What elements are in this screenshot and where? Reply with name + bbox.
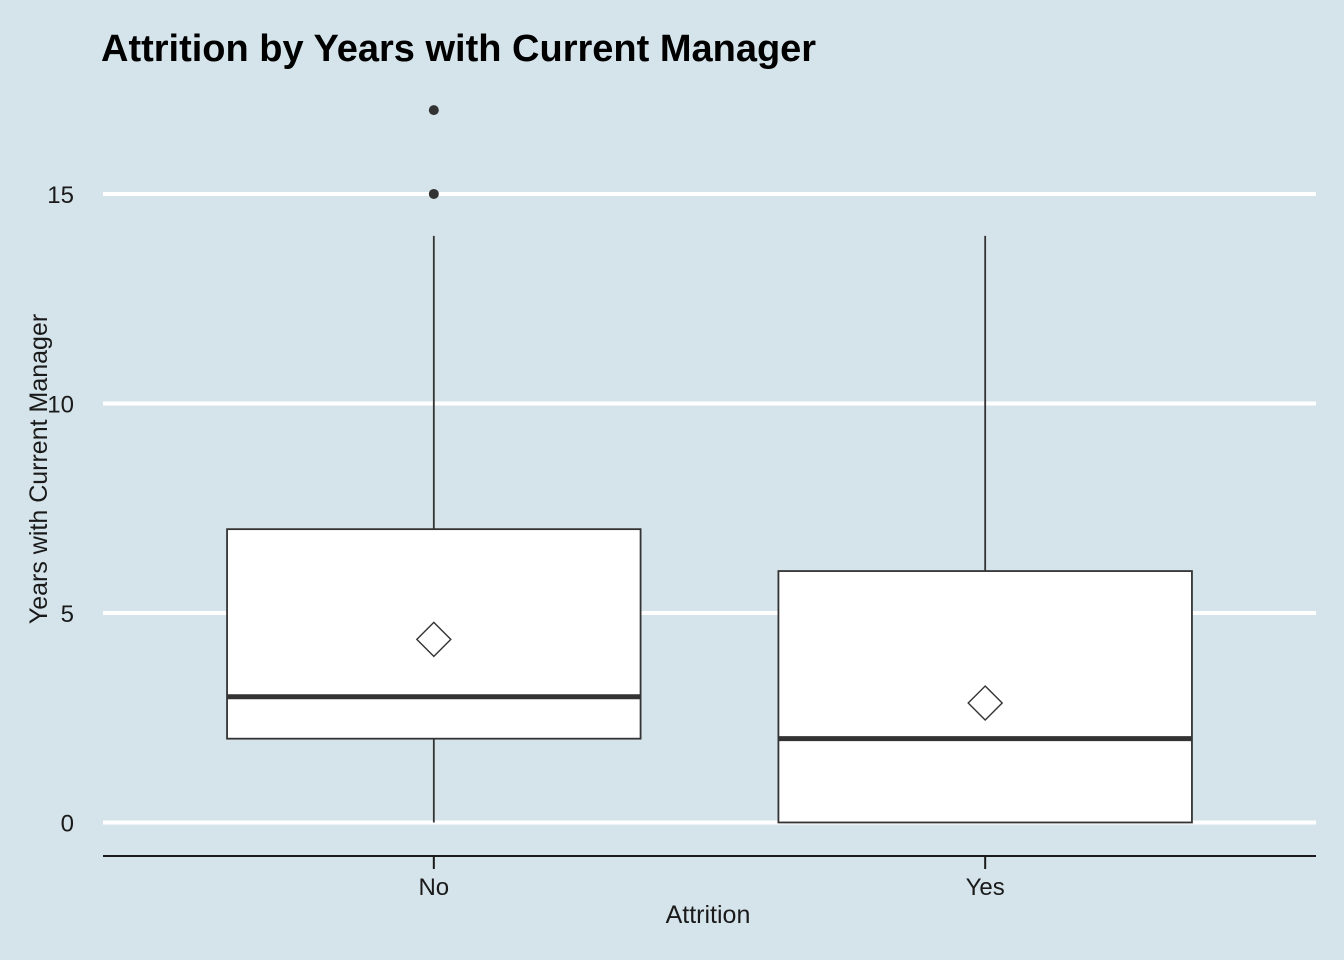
y-tick-label-5: 5 xyxy=(61,601,74,628)
y-tick-label-10: 10 xyxy=(47,391,74,418)
mean-marker-yes xyxy=(967,685,1004,722)
x-axis-label: Attrition xyxy=(666,901,751,929)
chart-title: Attrition by Years with Current Manager xyxy=(101,28,816,70)
y-tick-label-15: 15 xyxy=(47,182,74,209)
y-axis-label: Years with Current Manager xyxy=(25,314,53,624)
box-group xyxy=(226,105,1193,824)
box-no xyxy=(226,528,642,740)
outlier-point-no-1 xyxy=(428,105,439,116)
outlier-point-no-0 xyxy=(428,188,439,199)
mean-marker-no xyxy=(415,621,452,658)
axes: 0 5 10 15 No Yes xyxy=(47,182,1316,901)
x-tick-label-yes: Yes xyxy=(966,874,1005,901)
x-tick-label-no: No xyxy=(418,874,449,901)
y-tick-label-0: 0 xyxy=(61,810,74,837)
